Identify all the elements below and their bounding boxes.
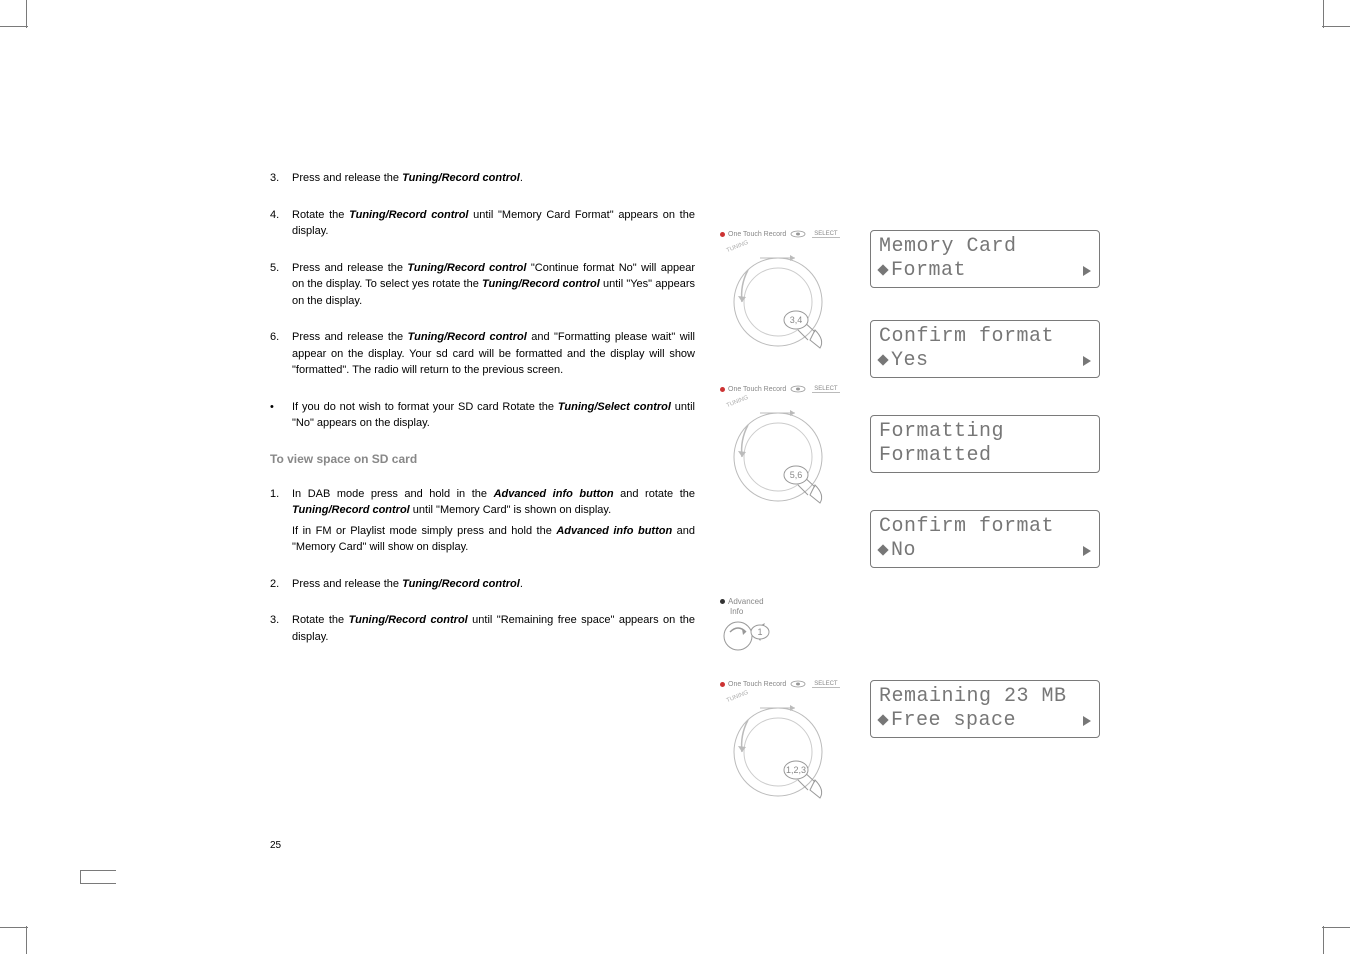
- instruction-step: 2.Press and release the Tuning/Record co…: [270, 576, 695, 593]
- instruction-step: 6.Press and release the Tuning/Record co…: [270, 329, 695, 379]
- instruction-step: 3.Rotate the Tuning/Record control until…: [270, 612, 695, 645]
- instruction-step: 3.Press and release the Tuning/Record co…: [270, 170, 695, 187]
- lcd-display: Remaining 23 MBFree space: [870, 680, 1100, 738]
- svg-text:3,4: 3,4: [790, 315, 803, 325]
- tuning-dial-diagram: One Touch Record SELECTTUNING5,6: [720, 385, 855, 508]
- svg-text:5,6: 5,6: [790, 470, 803, 480]
- tuning-dial-diagram: One Touch Record SELECTTUNING3,4: [720, 230, 855, 353]
- steps-b: 1.In DAB mode press and hold in the Adva…: [270, 486, 695, 646]
- instruction-step: •If you do not wish to format your SD ca…: [270, 399, 695, 432]
- lcd-display: FormattingFormatted: [870, 415, 1100, 473]
- steps-a: 3.Press and release the Tuning/Record co…: [270, 170, 695, 432]
- page-number: 25: [270, 840, 281, 851]
- tuning-dial-diagram: One Touch Record SELECTTUNING1,2,3: [720, 680, 855, 803]
- lcd-display: Confirm formatNo: [870, 510, 1100, 568]
- lcd-display: Confirm formatYes: [870, 320, 1100, 378]
- advanced-info-diagram: AdvancedInfo1: [720, 595, 810, 659]
- lcd-display: Memory CardFormat: [870, 230, 1100, 288]
- instruction-step: 1.In DAB mode press and hold in the Adva…: [270, 486, 695, 556]
- instruction-step: 5.Press and release the Tuning/Record co…: [270, 260, 695, 310]
- svg-text:1,2,3: 1,2,3: [786, 765, 806, 775]
- instruction-step: 4.Rotate the Tuning/Record control until…: [270, 207, 695, 240]
- svg-text:1: 1: [757, 627, 762, 637]
- section-heading: To view space on SD card: [270, 452, 695, 466]
- left-column: 3.Press and release the Tuning/Record co…: [270, 170, 695, 665]
